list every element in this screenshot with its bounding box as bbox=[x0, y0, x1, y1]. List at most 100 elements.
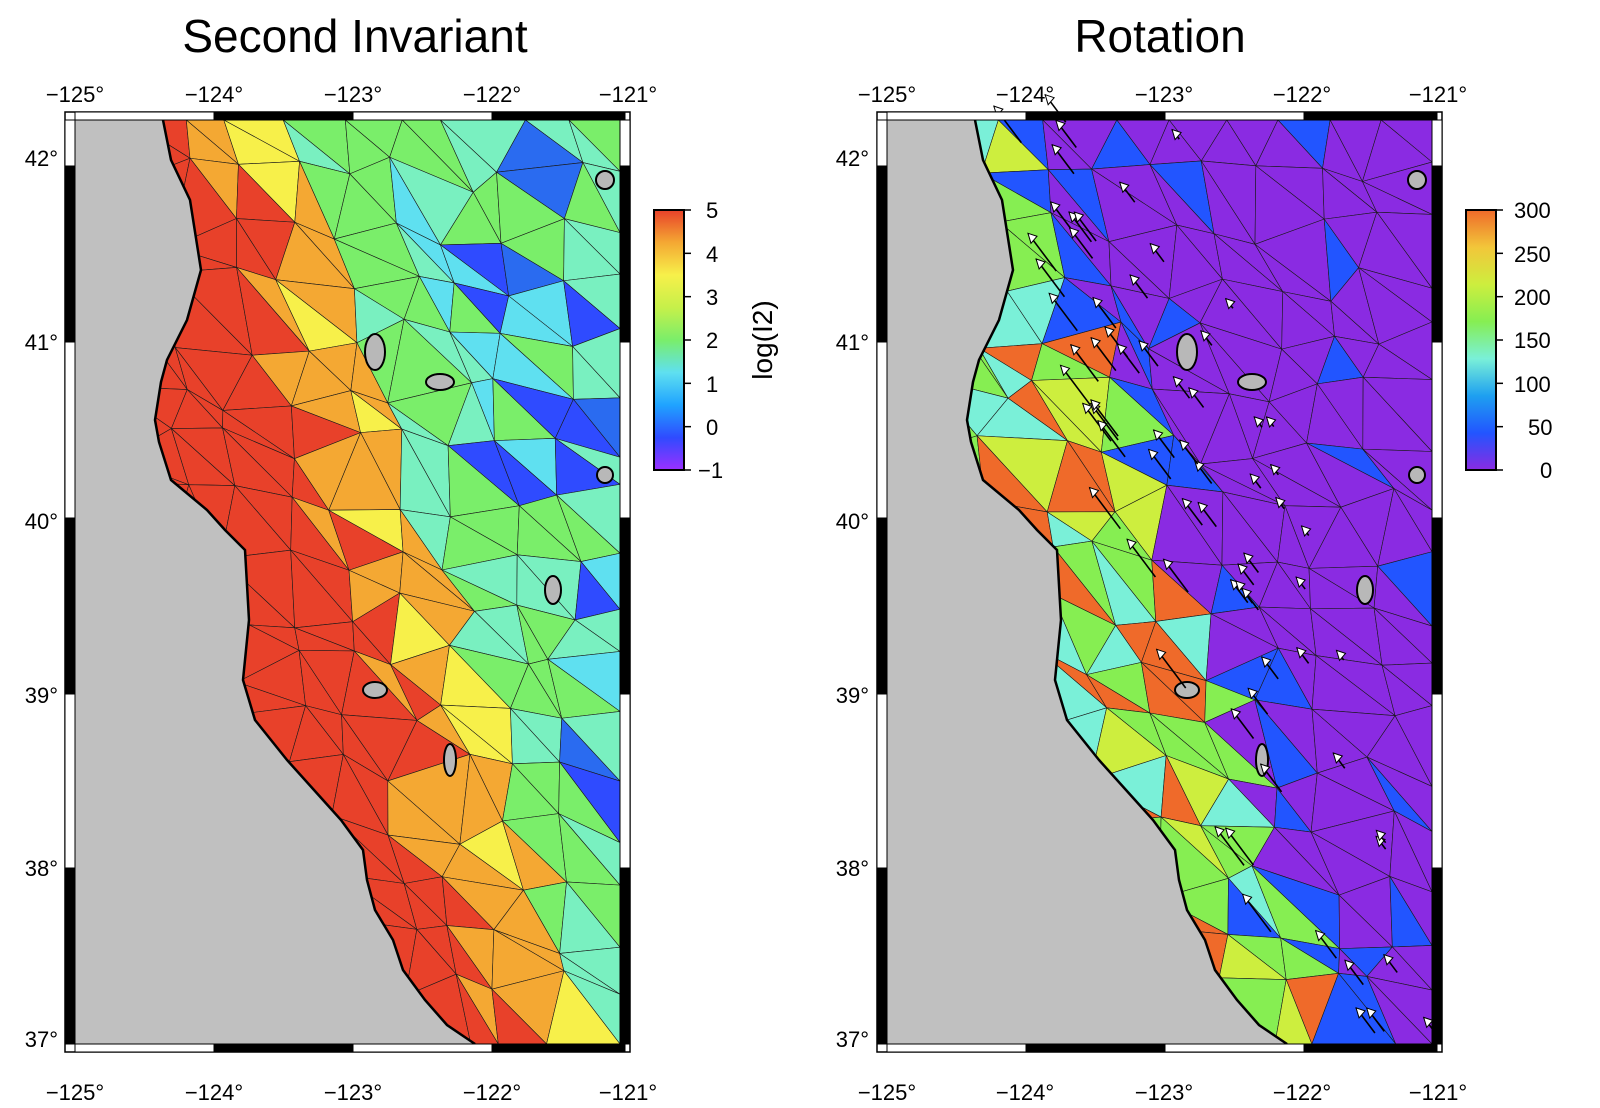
arrow-head bbox=[1235, 580, 1246, 593]
colorbar-tick-label: 0 bbox=[1540, 458, 1552, 483]
frame-bar bbox=[352, 111, 493, 121]
mesh-triangle bbox=[1366, 976, 1433, 1044]
arrow-head bbox=[1224, 297, 1236, 310]
colorbar-tick-label: 150 bbox=[1514, 328, 1551, 353]
y-tick-label: 39° bbox=[836, 683, 869, 708]
frame-bar bbox=[619, 867, 631, 1045]
arrow-head bbox=[1243, 552, 1254, 565]
x-tick-label: −122° bbox=[1273, 1080, 1331, 1105]
map-area bbox=[887, 93, 1436, 1046]
arrow-head bbox=[1092, 296, 1103, 309]
arrow-head bbox=[1249, 473, 1261, 486]
arrow-head bbox=[1332, 752, 1344, 765]
frame-bar bbox=[876, 693, 888, 869]
arrow-head bbox=[1296, 646, 1307, 659]
arrow-head bbox=[1055, 119, 1066, 132]
colorbar: 300 250 200 150 100 50 0 bbox=[1465, 198, 1552, 483]
frame-bar bbox=[213, 1043, 354, 1053]
y-tick-label: 38° bbox=[25, 856, 58, 881]
arrow-head bbox=[1090, 399, 1101, 411]
lake bbox=[596, 466, 614, 484]
arrow-head bbox=[1253, 416, 1265, 428]
y-tick-label: 41° bbox=[836, 330, 869, 355]
lake bbox=[443, 743, 457, 777]
lake bbox=[1356, 575, 1374, 605]
arrow-head bbox=[1214, 826, 1225, 838]
frame-bar bbox=[876, 119, 888, 167]
arrow-head bbox=[1383, 953, 1394, 966]
frame-bar bbox=[491, 111, 626, 121]
colorbar-tick-label: 4 bbox=[706, 242, 718, 267]
arrow-head bbox=[1181, 497, 1193, 510]
arrow-head bbox=[1048, 292, 1060, 305]
arrow-head bbox=[1275, 496, 1286, 509]
frame-bar bbox=[491, 1043, 626, 1053]
colorbar: 5 4 3 2 1 0 −1 log(I2) bbox=[653, 198, 778, 483]
colorbar-tick-label: 5 bbox=[706, 198, 718, 223]
x-tick-label: −122° bbox=[463, 82, 521, 107]
x-tick-label: −124° bbox=[185, 82, 243, 107]
rotation-panel: Rotation −125° −124° −123° −122° −121° −… bbox=[836, 10, 1553, 1105]
arrow-head bbox=[1237, 563, 1248, 576]
y-tick-label: 42° bbox=[25, 146, 58, 171]
x-tick-label: −125° bbox=[46, 1080, 104, 1105]
y-tick-label: 41° bbox=[25, 330, 58, 355]
frame-bar bbox=[1025, 111, 1166, 121]
y-tick-label: 37° bbox=[836, 1027, 869, 1052]
lake bbox=[1237, 373, 1267, 391]
arrow-head bbox=[1070, 343, 1081, 356]
colorbar-tick-label: 100 bbox=[1514, 372, 1551, 397]
mesh-triangle bbox=[455, 974, 499, 1044]
y-tick-labels: 42° 41° 40° 39° 38° 37° bbox=[25, 146, 58, 1052]
map-frame bbox=[64, 111, 631, 1053]
coastline bbox=[965, 119, 1288, 1046]
arrow-head bbox=[1269, 463, 1281, 476]
frame-bar bbox=[1303, 111, 1438, 121]
panel-title: Second Invariant bbox=[182, 10, 527, 62]
colorbar-ramp bbox=[1465, 209, 1497, 471]
arrow-head bbox=[1044, 93, 1056, 106]
lake bbox=[1408, 466, 1426, 484]
arrow-head bbox=[1090, 336, 1102, 349]
frame-bar bbox=[74, 111, 215, 121]
arrow-head bbox=[1247, 687, 1259, 700]
frame-bar bbox=[886, 1043, 1027, 1053]
x-tick-labels-bottom: −125° −124° −123° −122° −121° bbox=[858, 1080, 1467, 1105]
frame-bar bbox=[64, 165, 76, 343]
colorbar-tick-label: 200 bbox=[1514, 285, 1551, 310]
arrow-head bbox=[1162, 558, 1174, 571]
map-frame bbox=[876, 111, 1443, 1053]
arrow-head bbox=[1126, 538, 1137, 551]
arrow-head bbox=[1375, 829, 1387, 842]
arrow-head bbox=[1119, 181, 1130, 194]
lake bbox=[595, 170, 615, 190]
arrow-head bbox=[1300, 525, 1312, 537]
x-tick-label: −122° bbox=[463, 1080, 521, 1105]
frame-bar bbox=[876, 517, 888, 695]
x-tick-label: −123° bbox=[1135, 1080, 1193, 1105]
colorbar-tick-marks bbox=[1496, 209, 1503, 471]
mesh-triangle bbox=[546, 970, 621, 1044]
frame-bar bbox=[64, 341, 76, 519]
colorbar-tick-label: 300 bbox=[1514, 198, 1551, 223]
colorbar-tick-label: 0 bbox=[706, 415, 718, 440]
frame-bar bbox=[886, 111, 1027, 121]
colorbar-ramp bbox=[653, 209, 685, 471]
frame-bar bbox=[352, 1043, 493, 1053]
arrow-head bbox=[1355, 1007, 1366, 1019]
map-area bbox=[75, 119, 621, 1046]
arrow-head bbox=[1050, 201, 1061, 213]
arrow-head bbox=[1073, 211, 1085, 224]
second-invariant-panel: Second Invariant −125° −124° −123° −122°… bbox=[25, 10, 778, 1105]
frame-bar bbox=[1164, 111, 1305, 121]
frame-bar bbox=[876, 165, 888, 343]
lake bbox=[1407, 170, 1427, 190]
colorbar-tick-marks bbox=[684, 209, 691, 471]
frame-bar bbox=[619, 341, 631, 519]
arrow-head bbox=[1224, 827, 1236, 840]
colorbar-label: log(I2) bbox=[747, 300, 778, 379]
mesh-triangle bbox=[1274, 978, 1313, 1044]
frame-bar bbox=[64, 119, 76, 167]
x-tick-label: −122° bbox=[1273, 82, 1331, 107]
arrow-head bbox=[1149, 242, 1161, 255]
